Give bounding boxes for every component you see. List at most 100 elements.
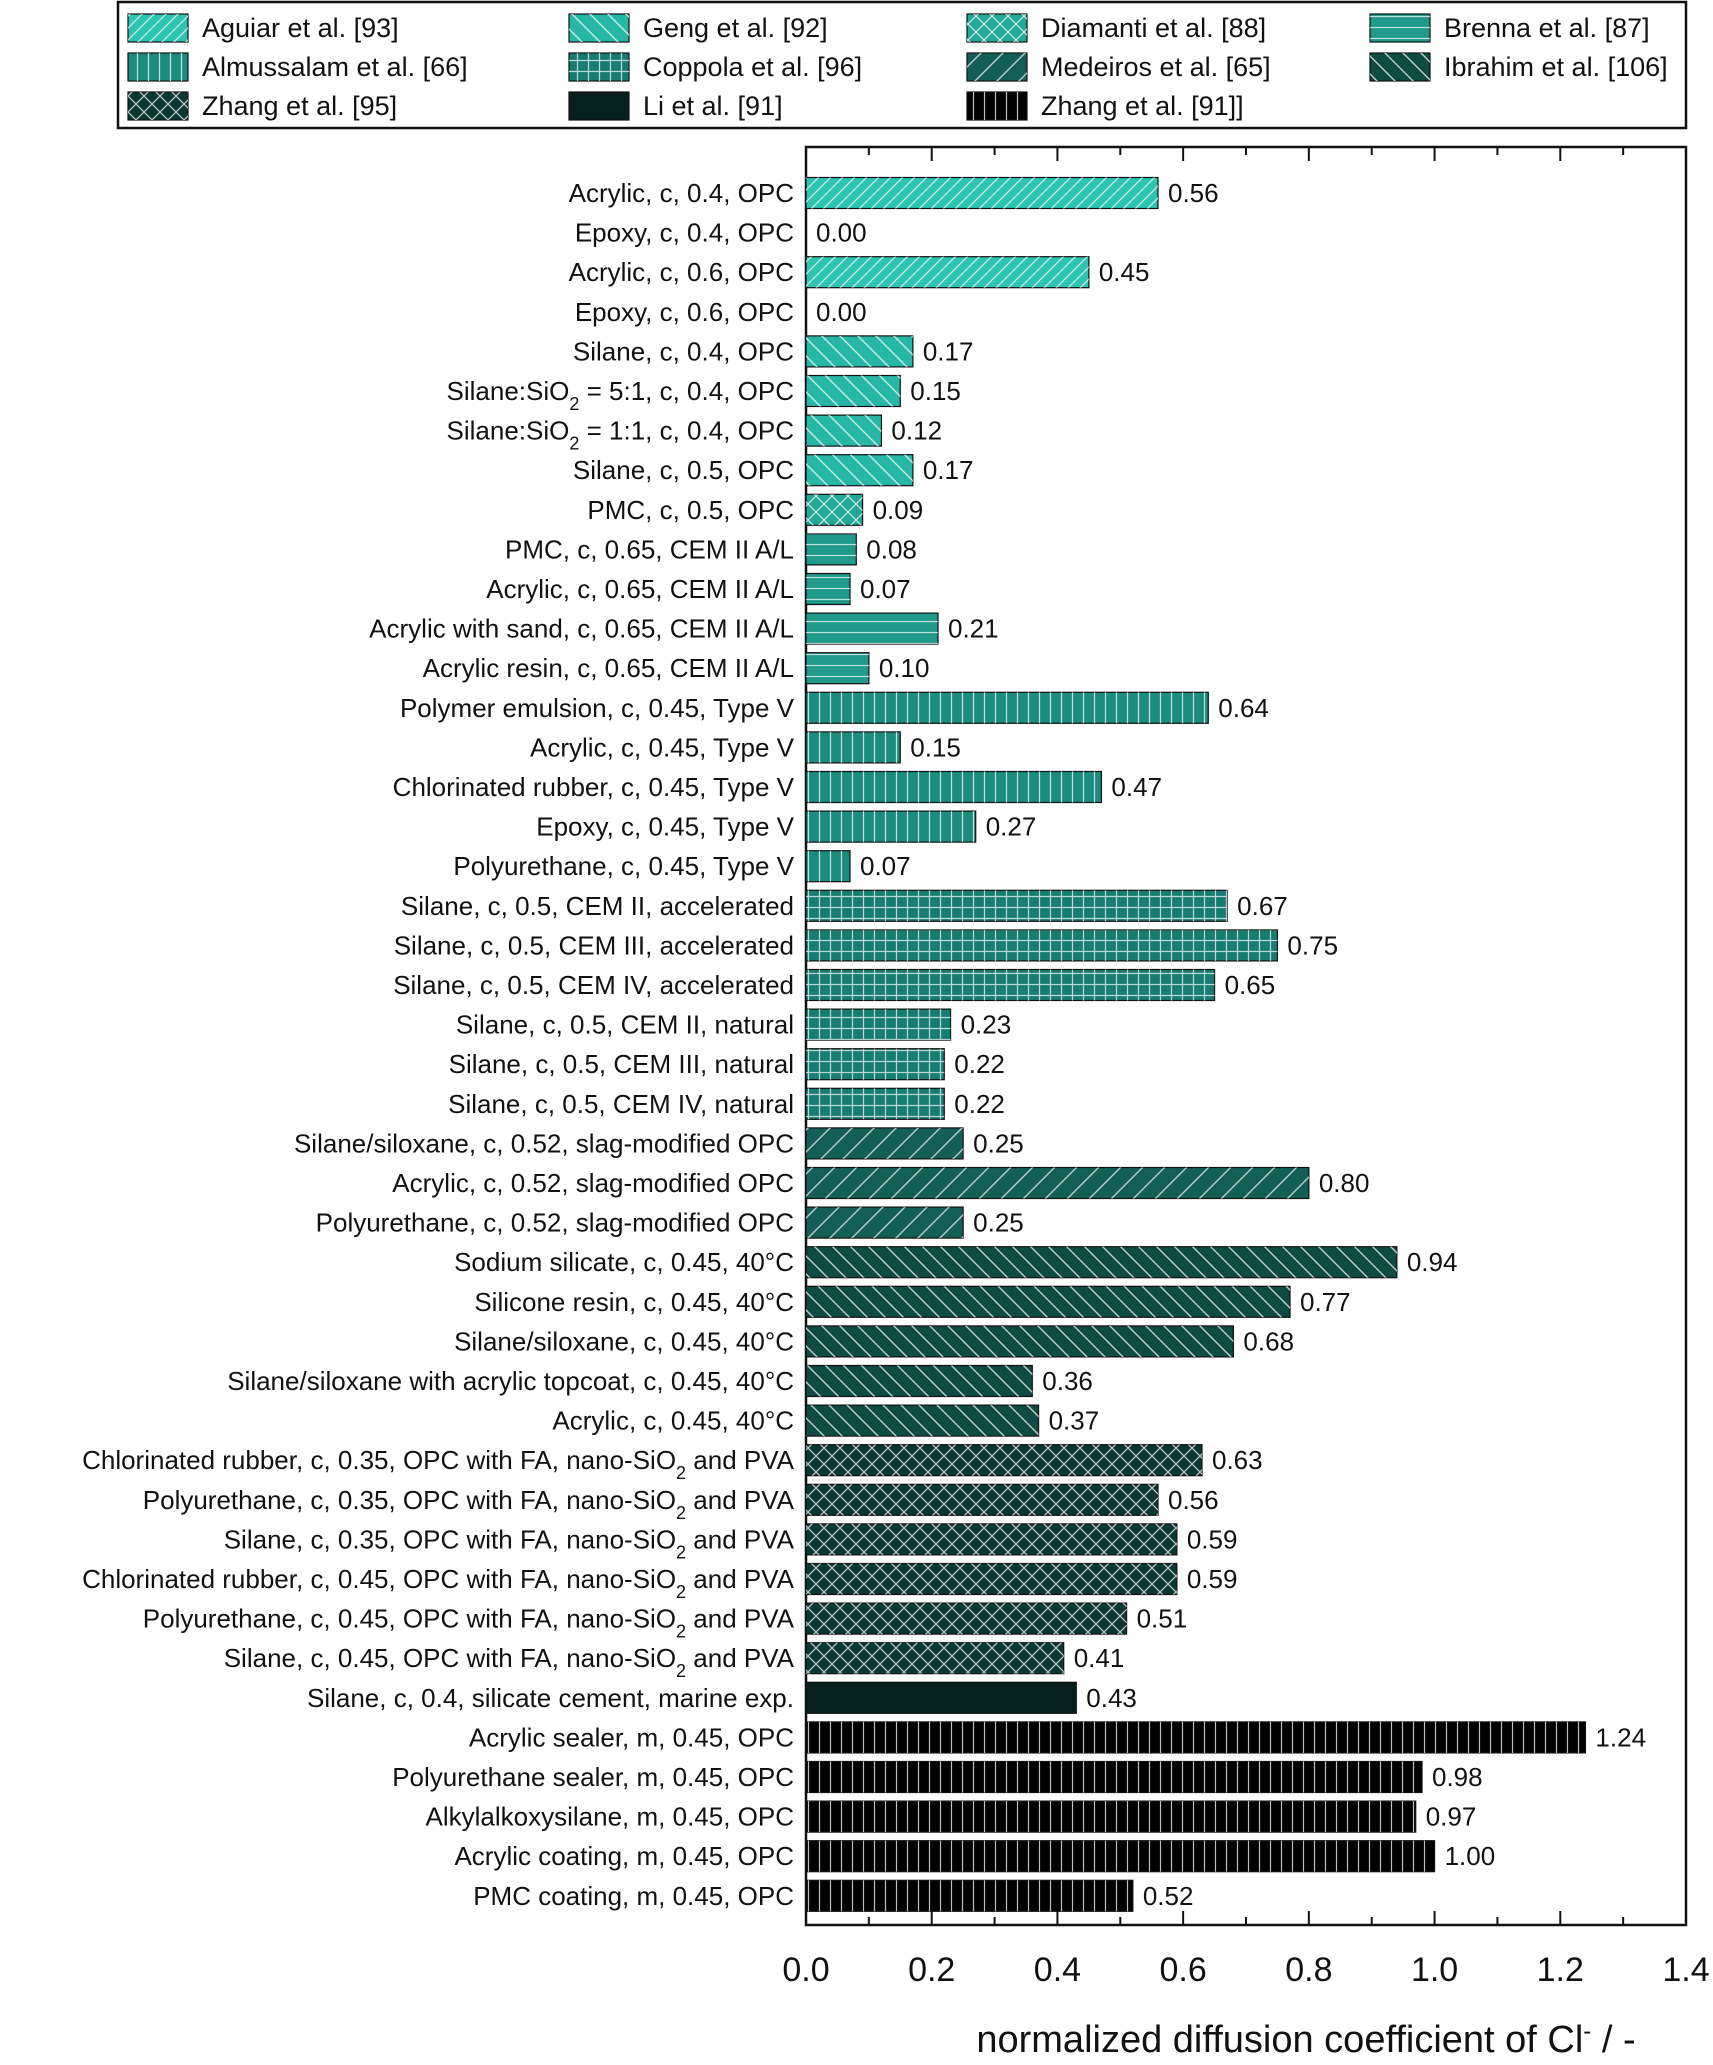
bar-pattern bbox=[806, 1048, 945, 1080]
x-axis: 0.0 0.2 0.4 0.6 0.8 1.0 1.2 1.4 normalized diffu… bbox=[782, 147, 1710, 2061]
bar-pattern bbox=[806, 1523, 1177, 1555]
legend-swatch-pattern bbox=[967, 53, 1027, 81]
bar-pattern bbox=[806, 1207, 964, 1239]
category-label: Acrylic resin, c, 0.65, CEM II A/L bbox=[423, 653, 794, 683]
legend-item: Geng et al. [92] bbox=[568, 13, 828, 43]
category-label: Acrylic, c, 0.65, CEM II A/L bbox=[486, 574, 794, 604]
category-label: PMC, c, 0.65, CEM II A/L bbox=[505, 534, 794, 564]
legend-label: Almussalam et al. [66] bbox=[202, 52, 468, 82]
bar-pattern bbox=[806, 1365, 1033, 1397]
plot-area: Acrylic, c, 0.4, OPC 0.56 Epoxy, c, 0.4, O… bbox=[82, 145, 1688, 1927]
bar-row: Silane, c, 0.5, CEM IV, accelerated 0.65 bbox=[393, 968, 1276, 1002]
bar-pattern bbox=[806, 731, 901, 763]
bar-pattern bbox=[806, 1246, 1397, 1278]
bar-pattern bbox=[806, 256, 1089, 288]
bar-row: Polyurethane, c, 0.45, Type V 0.07 bbox=[453, 850, 911, 883]
legend-label: Ibrahim et al. [106] bbox=[1444, 52, 1668, 82]
bar-row: Silane/siloxane with acrylic topcoat, c,… bbox=[227, 1364, 1093, 1398]
bar-row: Epoxy, c, 0.45, Type V 0.27 bbox=[536, 810, 1036, 843]
legend-swatch bbox=[568, 91, 630, 121]
value-label: 0.10 bbox=[879, 653, 930, 683]
bar-row: Silane/siloxane, c, 0.52, slag-modified … bbox=[294, 1127, 1024, 1160]
category-label: PMC, c, 0.5, OPC bbox=[587, 495, 794, 525]
value-label: 0.80 bbox=[1319, 1168, 1370, 1198]
value-label: 0.98 bbox=[1432, 1762, 1483, 1792]
bar-row: Silane, c, 0.5, CEM II, accelerated 0.67 bbox=[401, 889, 1288, 922]
value-label: 0.65 bbox=[1225, 970, 1276, 1000]
value-label: 0.63 bbox=[1212, 1445, 1263, 1475]
bar-pattern bbox=[806, 692, 1209, 724]
legend-item: Ibrahim et al. [106] bbox=[1369, 52, 1668, 82]
value-label: 0.68 bbox=[1243, 1326, 1294, 1356]
legend: Aguiar et al. [93] Geng et al. [92] Diaman… bbox=[116, 0, 1688, 130]
bar-pattern bbox=[806, 1325, 1234, 1357]
bar-pattern bbox=[806, 177, 1158, 209]
category-label: Chlorinated rubber, c, 0.45, Type V bbox=[393, 772, 795, 802]
bar-pattern bbox=[806, 652, 869, 684]
legend-swatch-pattern bbox=[1370, 14, 1430, 42]
legend-swatch-pattern bbox=[967, 14, 1027, 42]
legend-swatch-pattern bbox=[569, 53, 629, 81]
value-label: 0.64 bbox=[1218, 693, 1269, 723]
value-label: 0.47 bbox=[1111, 772, 1162, 802]
category-label: Silane, c, 0.5, OPC bbox=[573, 455, 794, 485]
category-label: Silane, c, 0.4, silicate cement, marine … bbox=[307, 1683, 794, 1713]
x-tick-label: 1.4 bbox=[1662, 1951, 1709, 1989]
value-label: 0.07 bbox=[860, 851, 911, 881]
legend-label: Zhang et al. [95] bbox=[202, 91, 397, 121]
bar-row: Polyurethane sealer, m, 0.45, OPC 0.98 bbox=[392, 1760, 1483, 1794]
bar-row: Silane, c, 0.35, OPC with FA, nano-SiO2 … bbox=[224, 1523, 1238, 1562]
legend-item: Zhang et al. [91]] bbox=[966, 91, 1244, 121]
bar-row: Chlorinated rubber, c, 0.45, OPC with FA… bbox=[82, 1562, 1237, 1602]
value-label: 0.41 bbox=[1074, 1643, 1125, 1673]
legend-label: Aguiar et al. [93] bbox=[202, 13, 399, 43]
value-label: 0.59 bbox=[1187, 1524, 1238, 1554]
bar-pattern bbox=[806, 1761, 1422, 1793]
category-label: Acrylic, c, 0.4, OPC bbox=[569, 178, 794, 208]
bar-row: Acrylic with sand, c, 0.65, CEM II A/L 0.… bbox=[369, 612, 999, 645]
bar-pattern bbox=[806, 890, 1228, 922]
category-label: Silane, c, 0.5, CEM II, natural bbox=[456, 1010, 794, 1040]
legend-swatch-pattern bbox=[967, 92, 1027, 120]
category-label: Alkylalkoxysilane, m, 0.45, OPC bbox=[426, 1802, 794, 1832]
bar-row: Acrylic, c, 0.4, OPC 0.56 bbox=[569, 176, 1219, 210]
value-label: 0.56 bbox=[1168, 1485, 1219, 1515]
bar-pattern bbox=[806, 1801, 1416, 1833]
legend-item: Li et al. [91] bbox=[568, 91, 783, 121]
bar-row: Polyurethane, c, 0.35, OPC with FA, nano… bbox=[143, 1483, 1219, 1523]
bar-row: Silane, c, 0.4, silicate cement, marine … bbox=[307, 1681, 1137, 1714]
bar-row: Polyurethane, c, 0.45, OPC with FA, nano… bbox=[143, 1602, 1187, 1642]
value-label: 0.36 bbox=[1042, 1366, 1093, 1396]
value-label: 0.75 bbox=[1287, 930, 1338, 960]
value-label: 0.67 bbox=[1237, 891, 1288, 921]
bar-pattern bbox=[806, 613, 938, 645]
bar-row: Silane:SiO2 = 1:1, c, 0.4, OPC 0.12 bbox=[447, 414, 942, 454]
bar bbox=[805, 1681, 1077, 1714]
bar-row: Silane, c, 0.5, OPC 0.17 bbox=[573, 454, 974, 487]
legend-swatch-pattern bbox=[128, 53, 188, 81]
bar-pattern bbox=[806, 533, 857, 565]
category-label: Silicone resin, c, 0.45, 40°C bbox=[474, 1287, 794, 1317]
bar-row: Chlorinated rubber, c, 0.45, Type V 0.47 bbox=[393, 770, 1162, 804]
bar-pattern bbox=[806, 1286, 1290, 1318]
x-tick-label: 0.2 bbox=[908, 1951, 955, 1989]
value-label: 0.00 bbox=[816, 218, 867, 248]
bar-pattern bbox=[806, 969, 1215, 1001]
category-label: Silane/siloxane, c, 0.52, slag-modified … bbox=[294, 1128, 794, 1158]
value-label: 0.15 bbox=[910, 732, 961, 762]
value-label: 0.25 bbox=[973, 1208, 1024, 1238]
value-label: 0.21 bbox=[948, 614, 999, 644]
bar-row: Silane, c, 0.5, CEM III, accelerated 0.75 bbox=[394, 929, 1338, 962]
category-label: Silane, c, 0.35, OPC with FA, nano-SiO2 … bbox=[224, 1524, 795, 1562]
bar-pattern bbox=[806, 1444, 1202, 1476]
value-label: 0.22 bbox=[954, 1089, 1005, 1119]
category-label: Acrylic, c, 0.45, Type V bbox=[530, 732, 795, 762]
bar-pattern bbox=[806, 850, 850, 882]
category-label: Acrylic, c, 0.52, slag-modified OPC bbox=[392, 1168, 794, 1198]
value-label: 0.17 bbox=[923, 455, 974, 485]
category-label: Silane:SiO2 = 5:1, c, 0.4, OPC bbox=[447, 376, 794, 414]
value-label: 0.43 bbox=[1086, 1683, 1137, 1713]
bar-row: PMC coating, m, 0.45, OPC 0.52 bbox=[473, 1879, 1193, 1912]
legend-item: Medeiros et al. [65] bbox=[966, 52, 1271, 82]
bar-row: Silane, c, 0.45, OPC with FA, nano-SiO2 … bbox=[224, 1642, 1125, 1681]
